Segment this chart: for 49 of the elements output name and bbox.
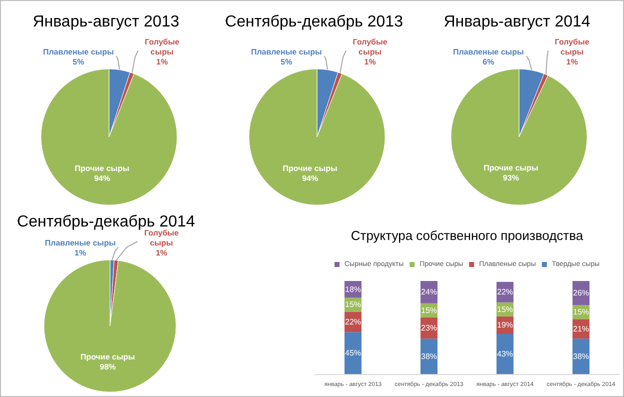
chart-title: Сентябрь-декабрь 2013 xyxy=(225,14,404,30)
slice-label: Прочие сыры xyxy=(74,164,130,173)
data-label: 22% xyxy=(344,317,362,326)
data-label: 1% xyxy=(566,58,578,66)
data-label: 18% xyxy=(344,284,362,294)
slice-label: Голубые сыры xyxy=(554,38,590,56)
chart-title: Сентябрь-декабрь 2014 xyxy=(17,214,196,230)
data-label: 38% xyxy=(420,352,438,361)
data-label: 15% xyxy=(420,306,438,315)
data-label: 43% xyxy=(496,350,514,359)
slice-label: Прочие сыры xyxy=(282,164,338,173)
slice-label: Плавленые сыры xyxy=(452,48,524,56)
data-label: 1% xyxy=(364,58,376,66)
slice-label: Голубые сыры xyxy=(144,38,180,56)
data-label: 38% xyxy=(572,352,590,361)
data-label: 5% xyxy=(72,58,84,66)
data-label: 26% xyxy=(572,288,590,298)
bar xyxy=(420,338,438,374)
data-label: 24% xyxy=(420,288,438,297)
data-label: 5% xyxy=(280,58,292,66)
data-label: 21% xyxy=(572,324,590,334)
data-label: 98% xyxy=(100,362,116,372)
data-label: 94% xyxy=(94,174,110,183)
bar xyxy=(344,332,362,374)
chart-title: Январь-август 2013 xyxy=(32,14,180,30)
bar xyxy=(572,338,590,374)
data-label: 19% xyxy=(496,320,514,330)
data-label: 94% xyxy=(302,174,318,183)
data-label: 22% xyxy=(496,288,514,297)
slice-label: Прочие сыры xyxy=(484,164,538,173)
data-label: 45% xyxy=(344,348,362,358)
data-label: 15% xyxy=(344,300,362,310)
data-label: 6% xyxy=(482,58,494,66)
slice-label: Плавленые сыры xyxy=(44,238,116,248)
slice-label: Прочие сыры xyxy=(80,352,136,362)
slice-label: Плавленые сыры xyxy=(42,48,114,56)
bar xyxy=(496,334,514,374)
data-label: 15% xyxy=(496,304,514,314)
chart-title: Январь-август 2014 xyxy=(444,14,590,30)
slice-label: Голубые сыры xyxy=(352,38,388,56)
data-label: 1% xyxy=(156,248,168,258)
data-label: 93% xyxy=(502,174,519,183)
data-label: 15% xyxy=(572,308,590,317)
data-label: 1% xyxy=(156,58,168,66)
chart-title: Структура собственного производства xyxy=(350,228,584,243)
data-label: 1% xyxy=(74,248,86,258)
slice-label: Голубые сыры xyxy=(144,228,180,248)
data-label: 23% xyxy=(420,323,438,332)
slice-label: Плавленые сыры xyxy=(250,48,322,56)
